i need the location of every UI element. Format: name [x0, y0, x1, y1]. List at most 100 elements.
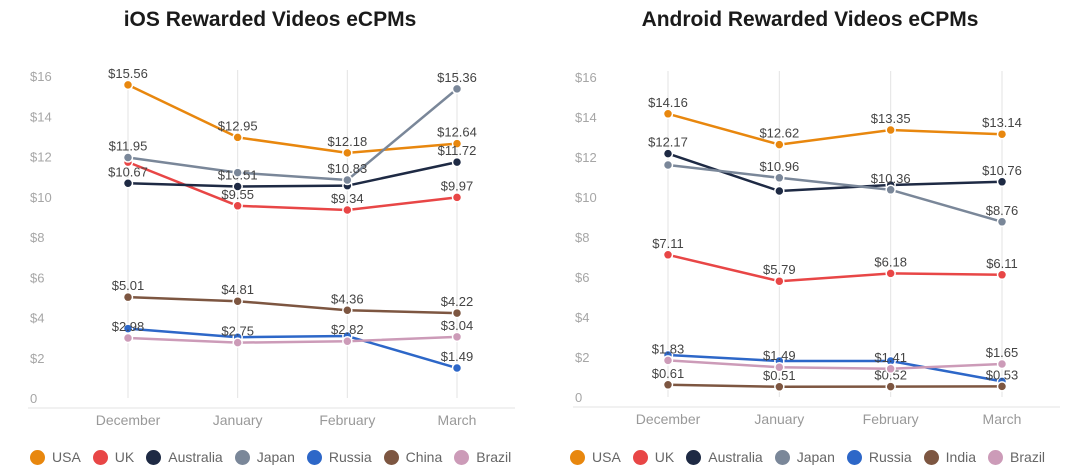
legend-label: UK [654, 449, 675, 465]
data-label: $9.55 [221, 187, 254, 202]
y-tick-label: $6 [575, 270, 589, 285]
data-label: $1.49 [763, 348, 796, 363]
data-point-japan [996, 216, 1008, 228]
legend-item-usa[interactable]: USA [30, 449, 81, 465]
legend-swatch [570, 449, 585, 465]
data-point-australia [232, 181, 243, 192]
legend-item-russia[interactable]: Russia [306, 449, 372, 465]
y-tick-label: 0 [575, 390, 582, 405]
y-tick-label: $4 [30, 311, 44, 326]
data-point-brazil [662, 355, 674, 366]
data-point-brazil [122, 332, 134, 344]
y-tick-label: $10 [575, 190, 597, 205]
x-tick-label: February [863, 411, 919, 427]
legend-swatch [234, 449, 250, 465]
data-label: $12.17 [648, 135, 688, 150]
series-line-china [127, 295, 458, 315]
data-point-usa [451, 138, 463, 149]
legend-item-uk[interactable]: UK [632, 449, 675, 465]
data-point-usa [342, 147, 353, 159]
series-line-australia [127, 160, 458, 188]
x-tick-label: February [319, 412, 375, 428]
data-point-usa [232, 132, 243, 143]
legend-swatch [146, 449, 162, 465]
data-point-japan [451, 83, 463, 95]
legend-swatch [923, 449, 939, 465]
legend-label: Japan [796, 449, 835, 465]
legend-swatch [454, 449, 470, 465]
legend-item-brazil[interactable]: Brazil [454, 449, 511, 465]
data-point-brazil [996, 358, 1008, 370]
chart-title: iOS Rewarded Videos eCPMs [123, 8, 417, 31]
legend-item-brazil[interactable]: Brazil [988, 449, 1045, 465]
legend-swatch [306, 449, 322, 465]
data-point-usa [885, 124, 896, 136]
y-tick-label: $14 [30, 109, 52, 124]
data-point-australia [122, 178, 134, 189]
chart-title: Android Rewarded Videos eCPMs [641, 8, 979, 31]
ios-chart-legend: USA UK Australia Japan Russia China Brazil [30, 446, 530, 468]
data-label: $13.35 [871, 111, 911, 126]
data-label: $2.98 [112, 319, 145, 334]
data-label: $2.75 [221, 324, 254, 339]
x-tick-label: March [983, 411, 1022, 427]
legend-item-uk[interactable]: UK [92, 449, 135, 465]
y-tick-label: $12 [30, 150, 52, 165]
data-label: $3.04 [441, 318, 474, 333]
legend-label: UK [114, 449, 135, 465]
data-point-china [342, 305, 353, 316]
data-label: $9.34 [331, 191, 364, 206]
data-point-uk [662, 249, 674, 261]
data-label: $4.36 [331, 291, 364, 306]
series-line-brazil [127, 335, 458, 344]
y-tick-label: $12 [575, 150, 597, 165]
data-label: $0.61 [652, 366, 685, 381]
legend-item-australia[interactable]: Australia [146, 449, 223, 465]
data-point-japan [342, 174, 353, 186]
data-label: $6.18 [874, 254, 907, 269]
data-point-usa [662, 108, 674, 120]
legend-item-usa[interactable]: USA [570, 449, 621, 465]
legend-swatch [774, 449, 790, 465]
data-point-china [232, 295, 243, 307]
data-point-uk [885, 268, 896, 279]
data-label: $10.96 [759, 159, 799, 174]
legend-item-china[interactable]: China [383, 449, 442, 465]
data-point-japan [232, 167, 243, 178]
x-tick-label: March [438, 412, 477, 428]
legend-item-australia[interactable]: Australia [686, 449, 763, 465]
legend-swatch [92, 449, 108, 465]
data-point-usa [774, 139, 785, 150]
legend-label: India [945, 449, 977, 465]
data-point-china [451, 307, 463, 319]
data-point-brazil [342, 335, 353, 347]
data-label: $7.11 [652, 236, 684, 251]
data-label: $10.36 [871, 171, 911, 186]
android-chart-plot: 0 $2 $4 $6 $8 $10 $12 $14 $16 December January Febr… [573, 70, 1060, 427]
x-tick-label: January [213, 412, 263, 428]
data-label: $0.51 [763, 368, 796, 383]
data-point-brazil [885, 363, 896, 375]
data-point-australia [996, 176, 1008, 188]
legend-label: Brazil [1010, 449, 1046, 465]
legend-swatch [988, 449, 1004, 465]
legend-item-japan[interactable]: Japan [234, 449, 295, 465]
series-line-japan [127, 87, 458, 182]
series-line-usa [667, 112, 1003, 146]
legend-item-india[interactable]: India [923, 449, 977, 465]
legend-item-japan[interactable]: Japan [774, 449, 835, 465]
data-label: $13.14 [982, 115, 1022, 130]
legend-label: Russia [868, 449, 912, 465]
series-line-australia [667, 152, 1003, 193]
y-tick-label: $8 [30, 230, 44, 245]
data-point-uk [342, 204, 353, 216]
data-point-japan [774, 172, 785, 184]
legend-label: Russia [328, 449, 372, 465]
series-line-india [667, 383, 1003, 389]
data-label: $1.65 [986, 345, 1019, 360]
legend-swatch [383, 449, 399, 465]
series-line-russia [667, 353, 1003, 383]
android-chart-panel: Android Rewarded Videos eCPMs 0 $2 $4 $6 $8 $… [540, 0, 1080, 471]
series-line-japan [667, 163, 1003, 224]
legend-item-russia[interactable]: Russia [846, 449, 912, 465]
